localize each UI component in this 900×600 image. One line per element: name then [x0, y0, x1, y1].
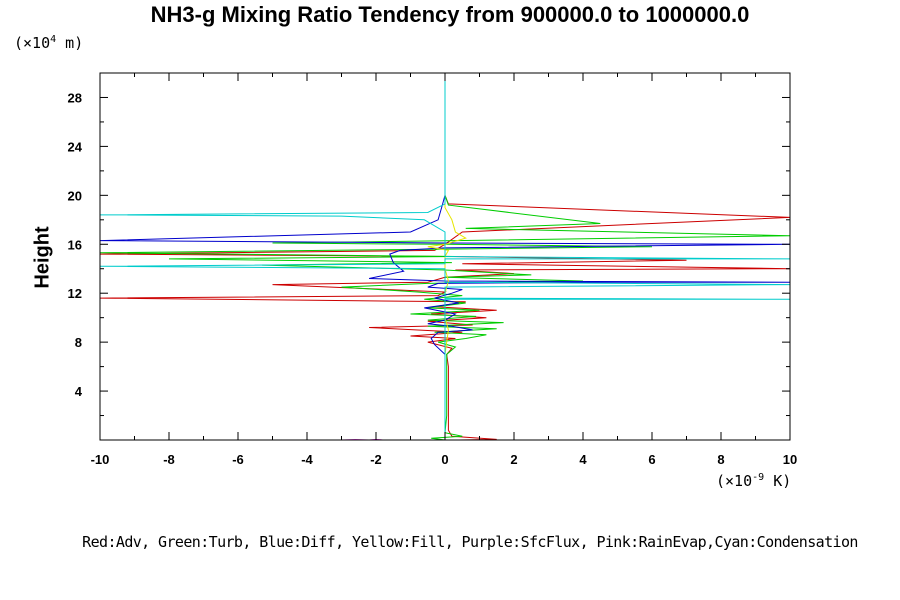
- x-tick-label: -6: [232, 452, 244, 467]
- x-tick-label: 4: [579, 452, 587, 467]
- x-tick-label: 0: [441, 452, 448, 467]
- y-tick-label: 16: [68, 237, 82, 252]
- x-tick-label: -4: [301, 452, 313, 467]
- x-tick-label: -8: [163, 452, 175, 467]
- y-unit-exponent: 4: [50, 34, 57, 45]
- series-line-fill: [427, 75, 467, 440]
- series-line-diff: [99, 75, 791, 440]
- x-tick-label: 6: [648, 452, 655, 467]
- x-tick-label: -2: [370, 452, 382, 467]
- x-tick-label: -10: [91, 452, 110, 467]
- y-axis-unit: (×104 m): [14, 34, 83, 52]
- series-layer: [99, 75, 791, 441]
- y-unit-suffix: m): [56, 34, 84, 52]
- x-unit-exponent: -9: [752, 472, 765, 483]
- x-tick-label: 10: [783, 452, 797, 467]
- y-tick-label: 28: [68, 90, 82, 105]
- y-tick-label: 8: [75, 335, 82, 350]
- x-unit-prefix: (×10: [716, 472, 753, 490]
- y-unit-prefix: (×10: [14, 34, 51, 52]
- y-tick-label: 24: [68, 139, 83, 154]
- chart-title: NH3-g Mixing Ratio Tendency from 900000.…: [150, 2, 750, 27]
- x-tick-label: 2: [510, 452, 517, 467]
- legend: Red:Adv, Green:Turb, Blue:Diff, Yellow:F…: [82, 533, 858, 551]
- y-tick-label: 4: [75, 384, 83, 399]
- x-axis-unit: (×10-9 K): [716, 472, 791, 490]
- series-line-adv: [99, 75, 791, 441]
- x-tick-label: 8: [717, 452, 724, 467]
- y-tick-label: 20: [68, 188, 82, 203]
- x-unit-suffix: K): [764, 472, 792, 490]
- y-tick-label: 12: [68, 286, 82, 301]
